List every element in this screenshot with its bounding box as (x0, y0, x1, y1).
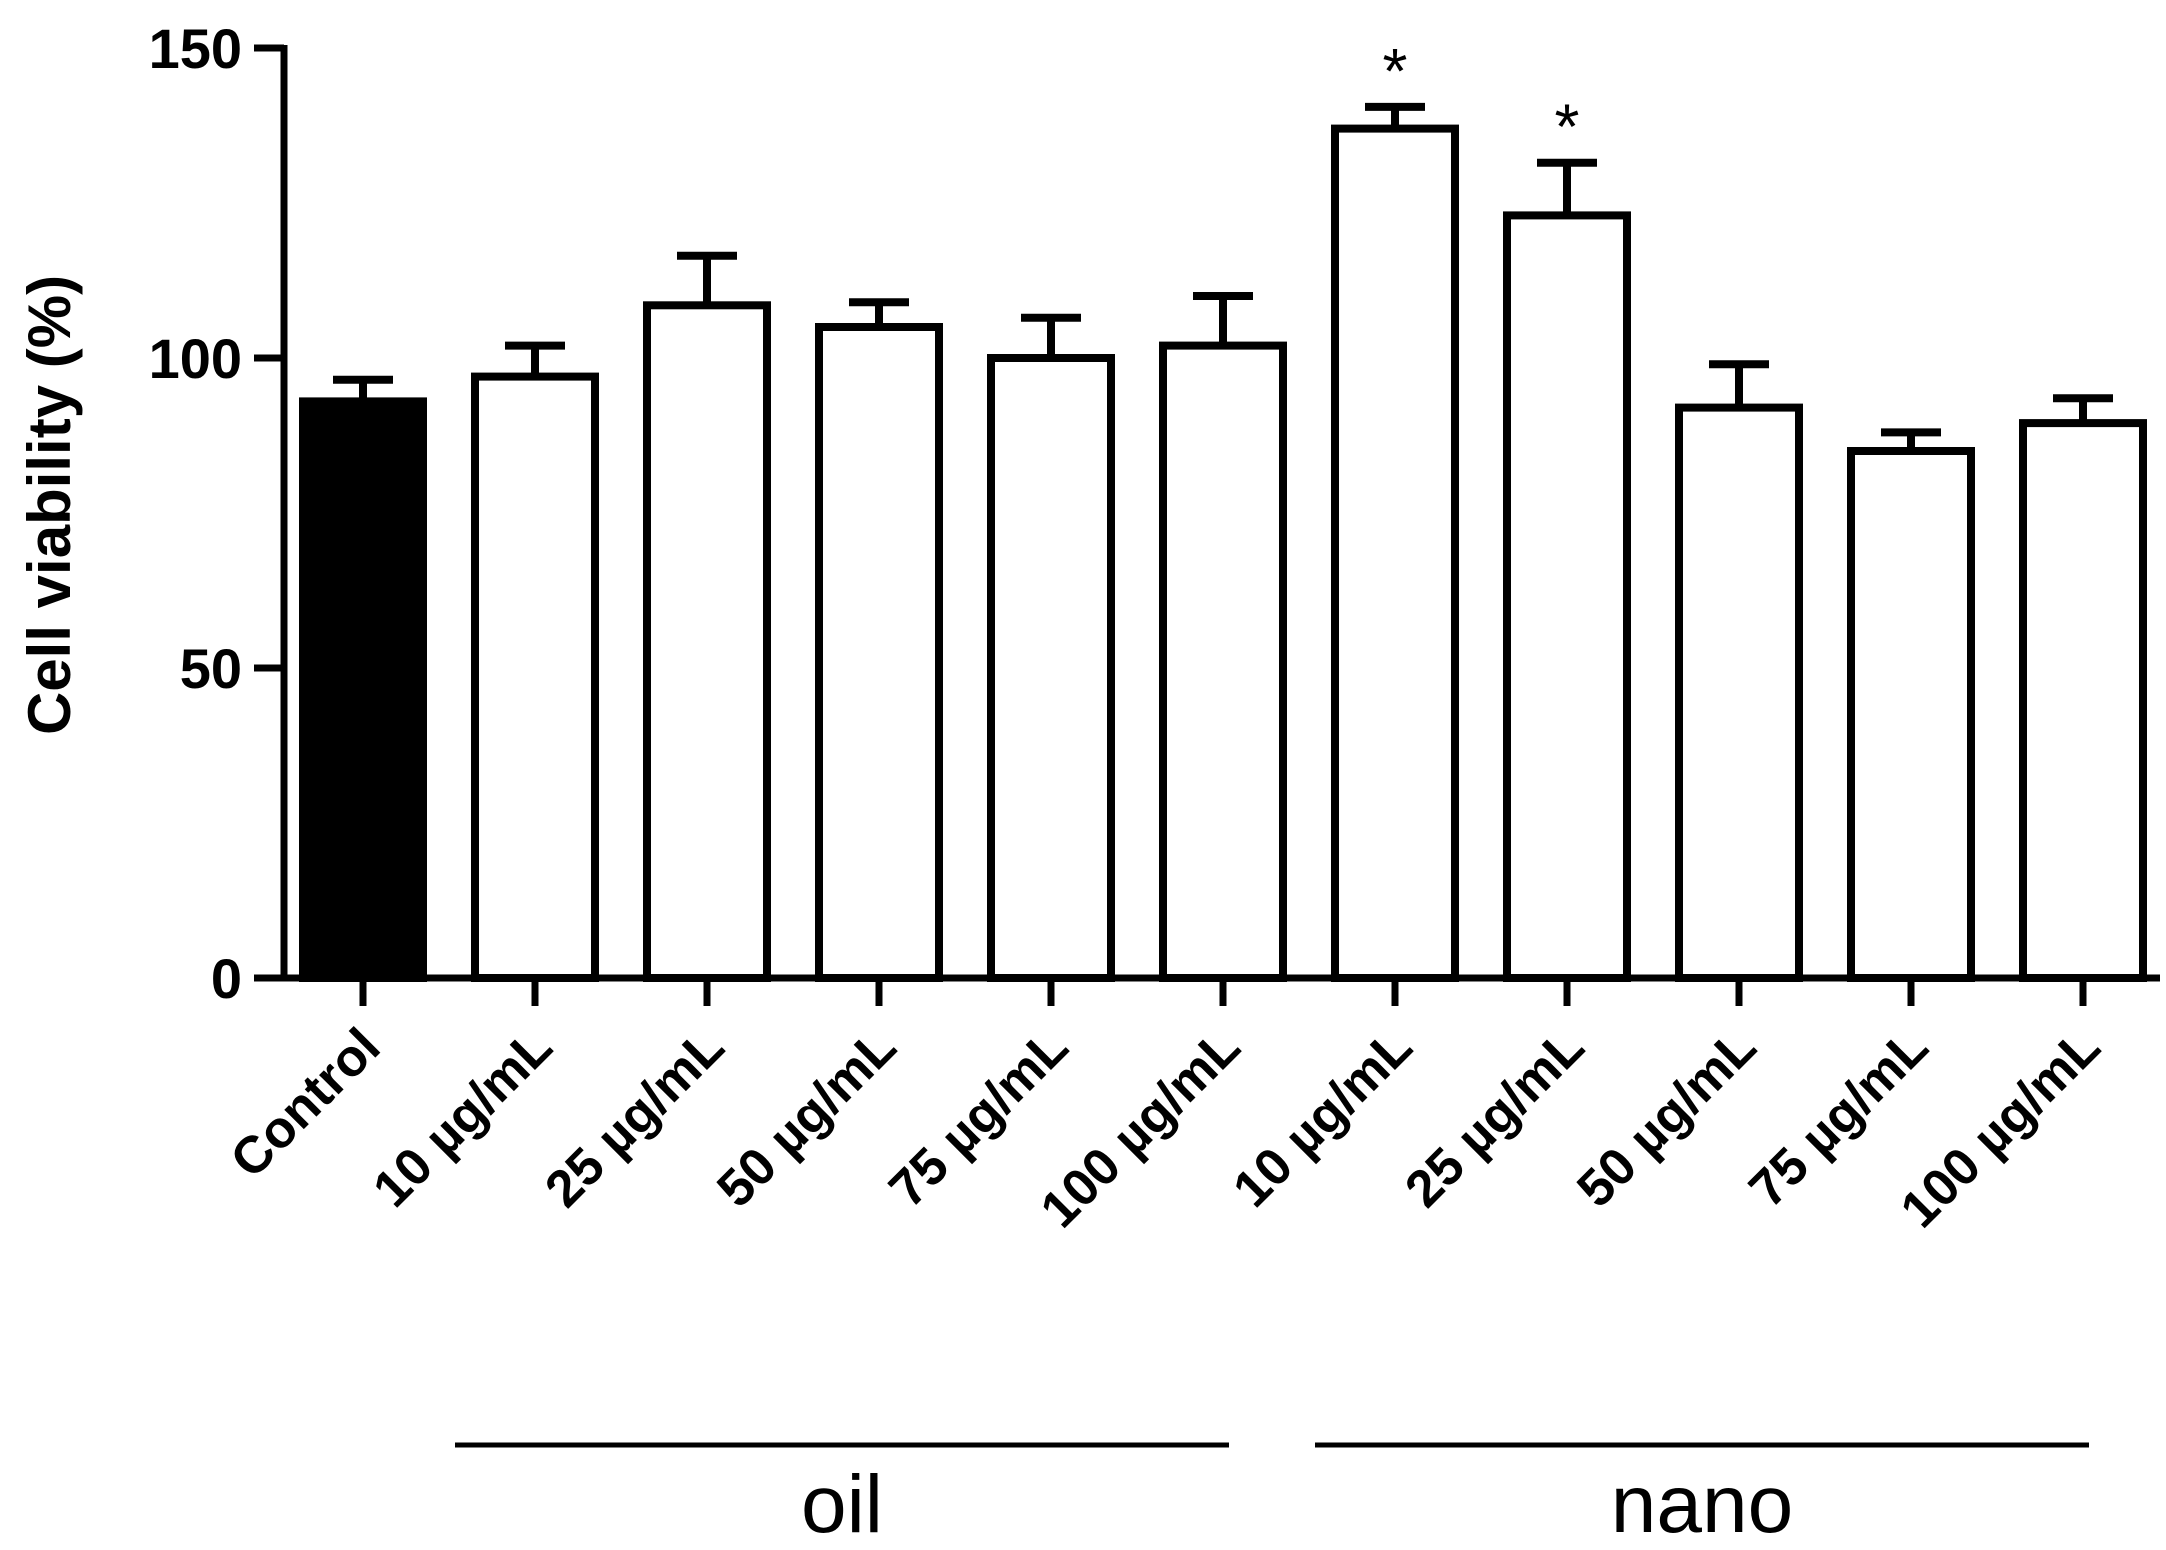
x-category-label: 25 µg/mL (534, 1017, 735, 1218)
x-category-label: 10 µg/mL (362, 1017, 563, 1218)
x-category-label: 10 µg/mL (1222, 1017, 1423, 1218)
x-category-label: 25 µg/mL (1394, 1017, 1595, 1218)
bar (643, 301, 771, 982)
bar (2019, 419, 2147, 983)
bar (1331, 124, 1459, 983)
bar (987, 354, 1115, 982)
group-label: oil (801, 1459, 883, 1550)
x-category-label: Control (220, 1017, 392, 1189)
significance-marker: * (1555, 91, 1580, 163)
x-category-label: 50 µg/mL (706, 1017, 907, 1218)
bar (471, 372, 599, 983)
y-tick-label: 100 (149, 327, 242, 390)
group-labels-layer: oil nano (455, 1442, 2089, 1550)
significance-layer: ** (1383, 35, 1580, 163)
x-category-label: 50 µg/mL (1566, 1017, 1767, 1218)
error-bars-layer (333, 102, 2113, 451)
y-tick-label: 150 (149, 17, 242, 80)
bar (1675, 403, 1803, 983)
bar (299, 397, 427, 982)
bars-layer (299, 124, 2147, 983)
y-axis-title: Cell viability (%) (16, 275, 83, 735)
bar (1159, 341, 1287, 983)
y-tick-label: 50 (180, 637, 242, 700)
bar (1503, 211, 1631, 982)
y-tick-label: 0 (211, 947, 242, 1010)
bar (815, 323, 943, 982)
group-label: nano (1611, 1459, 1793, 1550)
bar (1847, 447, 1975, 982)
y-ticks-layer: 0 50 100 150 (149, 17, 284, 1010)
significance-marker: * (1383, 35, 1408, 107)
